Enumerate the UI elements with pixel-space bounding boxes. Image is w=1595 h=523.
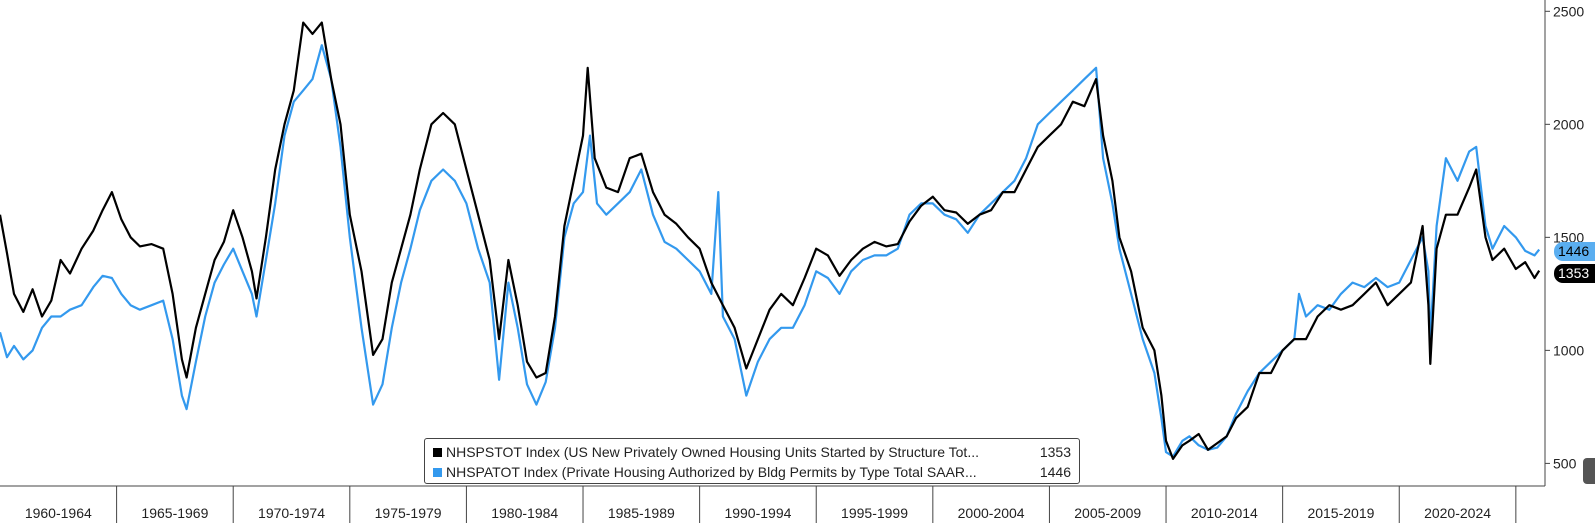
last-value-tag-permits: 1446	[1554, 242, 1595, 261]
x-tick-label-1980-1984: 1980-1984	[491, 505, 558, 521]
series-line-starts	[0, 21, 1541, 460]
y-tick-layer: 500 1000 1500 2000 2500	[1545, 3, 1584, 471]
x-tick-label-1965-1969: 1965-1969	[141, 505, 208, 521]
y-tick-label-2500: 2500	[1553, 3, 1584, 19]
x-tick-label-2005-2009: 2005-2009	[1074, 505, 1141, 521]
x-tick-label-1995-1999: 1995-1999	[841, 505, 908, 521]
x-tick-label-1990-1994: 1990-1994	[724, 505, 791, 521]
y-tick-label-1000: 1000	[1553, 342, 1584, 358]
legend-label-permits: NHSPATOT Index (Private Housing Authoriz…	[446, 464, 977, 480]
panel-toggle-tab[interactable]	[1583, 458, 1595, 484]
series-layer	[0, 21, 1541, 460]
x-tick-label-2000-2004: 2000-2004	[958, 505, 1025, 521]
series-line-permits	[0, 44, 1541, 458]
x-tick-layer: 1960-1964 1965-1969 1970-1974 1975-1979 1980…	[25, 486, 1517, 523]
legend-value-permits: 1446	[1039, 464, 1071, 480]
legend-entry-permits: NHSPATOT Index (Private Housing Authoriz…	[433, 462, 1071, 482]
legend-value-starts: 1353	[1039, 444, 1071, 460]
x-tick-label-1985-1989: 1985-1989	[608, 505, 675, 521]
legend-swatch-permits	[433, 467, 442, 477]
x-tick-label-1975-1979: 1975-1979	[375, 505, 442, 521]
x-tick-label-2010-2014: 2010-2014	[1191, 505, 1258, 521]
chart-legend: NHSPSTOT Index (US New Privately Owned H…	[424, 438, 1080, 484]
x-tick-label-1960-1964: 1960-1964	[25, 505, 92, 521]
x-tick-label-2020-2024: 2020-2024	[1424, 505, 1491, 521]
legend-entry-starts: NHSPSTOT Index (US New Privately Owned H…	[433, 442, 1071, 462]
y-tick-label-500: 500	[1553, 455, 1577, 471]
x-tick-label-1970-1974: 1970-1974	[258, 505, 325, 521]
y-tick-label-2000: 2000	[1553, 116, 1584, 132]
x-tick-label-2015-2019: 2015-2019	[1307, 505, 1374, 521]
legend-swatch-starts	[433, 447, 442, 457]
legend-label-starts: NHSPSTOT Index (US New Privately Owned H…	[446, 444, 979, 460]
last-value-tag-starts: 1353	[1554, 264, 1595, 283]
axes-layer	[0, 0, 1546, 487]
y-tick-label-1500: 1500	[1553, 229, 1584, 245]
